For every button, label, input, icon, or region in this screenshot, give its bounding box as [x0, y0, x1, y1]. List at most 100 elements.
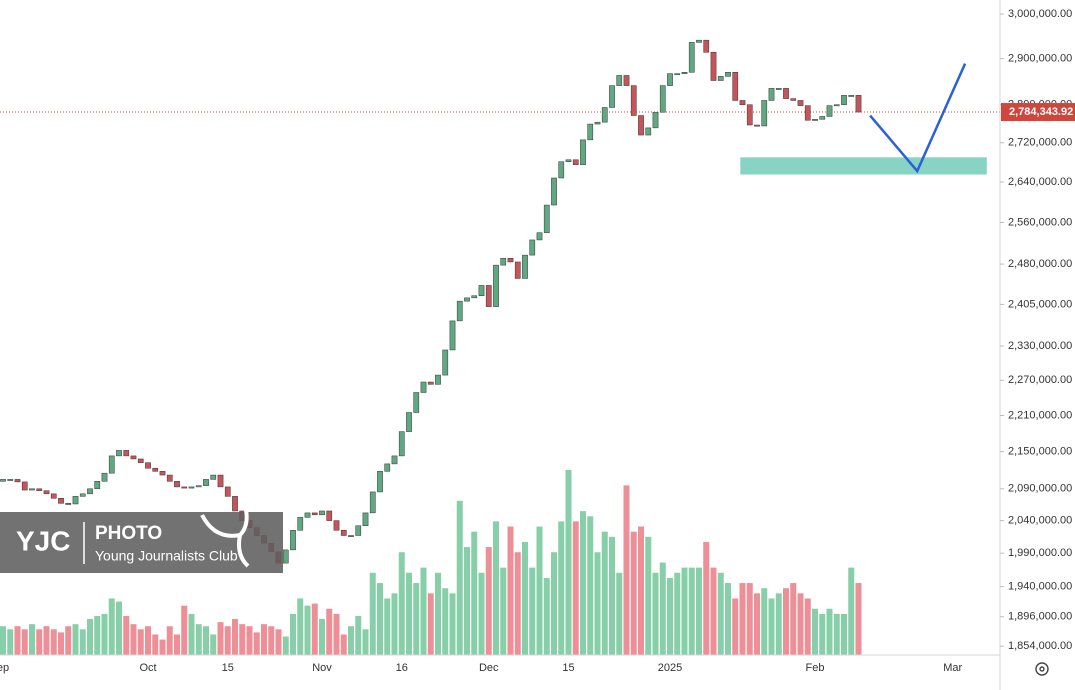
candle-body — [384, 463, 391, 472]
volume-bar — [456, 500, 463, 655]
candle-body — [116, 450, 122, 457]
volume-bar — [137, 629, 144, 655]
candle-body — [471, 295, 478, 299]
candle-body — [768, 88, 775, 101]
candle-body — [536, 232, 543, 241]
volume-bar — [536, 526, 543, 655]
candle-body — [7, 479, 14, 481]
candle-body — [819, 116, 826, 120]
candle-body — [435, 374, 441, 385]
volume-bar — [514, 552, 521, 655]
settings-icon[interactable] — [1035, 662, 1049, 676]
volume-bar — [855, 583, 862, 655]
candle-body — [36, 488, 43, 491]
candle-body — [29, 488, 35, 491]
volume-bar — [282, 636, 289, 655]
x-tick-label: Dec — [479, 662, 499, 674]
candle-body — [130, 455, 137, 460]
candle-body — [652, 111, 659, 129]
settings-ring[interactable] — [1035, 662, 1049, 676]
candle-body — [145, 462, 151, 469]
volume-bar — [471, 531, 478, 655]
candle-body — [572, 159, 579, 165]
volume-bar — [804, 598, 811, 655]
candle-body — [841, 95, 847, 105]
volume-bar — [94, 615, 101, 655]
candle-body — [464, 297, 470, 302]
volume-bar — [587, 516, 594, 655]
volume-bar — [304, 605, 311, 655]
volume-bar — [797, 593, 804, 655]
x-tick-label: Oct — [139, 662, 156, 674]
candle-body — [790, 98, 797, 101]
candle-body — [21, 481, 28, 491]
candle-body — [543, 204, 550, 233]
candle-body — [174, 481, 180, 488]
settings-core[interactable] — [1039, 666, 1045, 672]
candle-body — [94, 481, 101, 490]
y-tick-label: 2,405,000.00 — [1008, 298, 1072, 310]
candle-body — [50, 493, 57, 499]
volume-bar — [377, 583, 383, 655]
volume-bar — [841, 613, 847, 655]
candle-body — [406, 412, 412, 432]
candle-body — [297, 517, 304, 531]
candle-body — [522, 254, 528, 279]
y-tick-label: 3,000,000.00 — [1008, 8, 1072, 20]
candle-body — [181, 486, 188, 489]
volume-bar — [384, 598, 391, 655]
candle-body — [594, 121, 601, 125]
x-tick-label: Feb — [806, 662, 825, 674]
candle-body — [500, 258, 507, 266]
candle-body — [427, 381, 434, 385]
volume-bar — [290, 613, 296, 655]
volume-bar — [203, 626, 209, 655]
candle-body — [710, 52, 717, 81]
candle-body — [456, 300, 463, 322]
candle-body — [725, 72, 731, 77]
watermark-subtitle: Young Journalists Club — [95, 548, 238, 564]
candle-body — [87, 488, 93, 495]
candle-body — [558, 161, 565, 179]
y-tick-label: 1,896,000.00 — [1008, 611, 1072, 623]
candle-body — [609, 85, 615, 108]
volume-bar — [130, 624, 137, 655]
candle-body — [195, 485, 202, 488]
volume-bar — [783, 588, 789, 655]
watermark-box — [0, 512, 283, 573]
watermark: YJC PHOTO Young Journalists Club — [0, 504, 283, 573]
y-tick-label: 2,720,000.00 — [1008, 137, 1072, 149]
volume-bar — [616, 572, 623, 655]
volume-bar — [710, 567, 717, 655]
candle-body — [630, 85, 637, 116]
volume-bar — [543, 577, 550, 655]
volume-bar — [812, 608, 818, 655]
price-layer — [0, 39, 1000, 564]
volume-bar — [717, 572, 724, 655]
volume-bar — [601, 531, 608, 655]
candle-body — [355, 525, 362, 536]
volume-bar — [369, 572, 376, 655]
volume-bar — [761, 588, 768, 655]
candle-body — [232, 496, 238, 512]
candle-body — [413, 392, 420, 413]
candle-body — [224, 486, 231, 497]
volume-bar — [594, 552, 601, 655]
candle-body — [746, 104, 753, 126]
candle-body — [659, 85, 666, 113]
candle-body — [72, 496, 79, 505]
volume-bar — [659, 562, 666, 655]
volume-bar — [681, 567, 688, 655]
volume-layer — [0, 470, 862, 655]
candle-body — [761, 100, 768, 127]
volume-bar — [674, 572, 681, 655]
y-tick-label: 1,854,000.00 — [1008, 640, 1072, 652]
volume-bar — [253, 632, 260, 655]
candle-body — [638, 115, 644, 136]
candle-body — [420, 381, 427, 393]
candle-body — [601, 107, 608, 123]
volume-bar — [500, 567, 507, 655]
candle-body — [855, 95, 862, 113]
candle-body — [493, 264, 499, 307]
volume-bar — [159, 639, 166, 655]
